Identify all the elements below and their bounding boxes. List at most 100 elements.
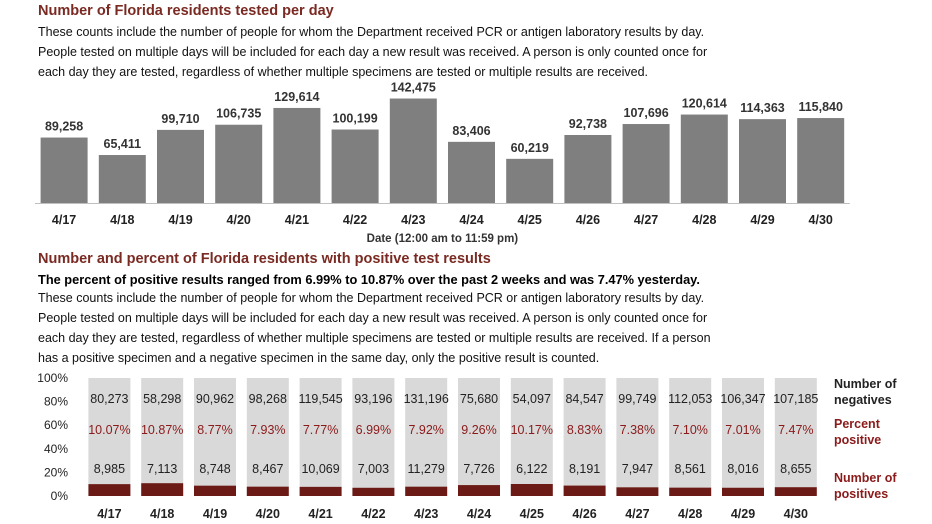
y-tick-label: 40% <box>44 442 68 456</box>
legend-label: Percent <box>834 417 881 431</box>
x-tick-label: 4/24 <box>467 507 491 521</box>
tested-bar <box>273 107 321 203</box>
tested-bar <box>157 129 204 203</box>
tested-bar <box>448 141 495 203</box>
y-tick-label: 80% <box>44 395 68 409</box>
x-tick-label: 4/21 <box>285 213 309 227</box>
positives-value-label: 8,655 <box>780 462 811 476</box>
negatives-segment <box>88 378 131 485</box>
x-tick-label: 4/28 <box>678 507 702 521</box>
legend-label: positive <box>834 433 881 447</box>
legend-label: Number of <box>834 471 897 485</box>
positivity-summary: The percent of positive results ranged f… <box>38 272 700 287</box>
x-tick-label: 4/23 <box>401 213 425 227</box>
x-tick-label: 4/27 <box>625 507 649 521</box>
positives-value-label: 11,279 <box>408 462 445 476</box>
negatives-segment <box>194 378 236 486</box>
tested-bar <box>389 98 437 203</box>
percent-positive-label: 6.99% <box>356 423 391 437</box>
positives-value-label: 7,947 <box>622 462 653 476</box>
legend-label: positives <box>834 487 888 501</box>
negatives-segment <box>774 378 817 488</box>
negatives-segment <box>563 378 606 486</box>
percent-positive-label: 7.93% <box>250 423 285 437</box>
legend-label: negatives <box>834 393 892 407</box>
tested-bar <box>331 129 379 203</box>
tested-value-label: 60,219 <box>511 141 549 155</box>
percent-positive-label: 7.92% <box>408 423 443 437</box>
negatives-value-label: 131,196 <box>404 392 449 406</box>
percent-positive-label: 7.01% <box>725 423 760 437</box>
positives-segment <box>88 484 131 496</box>
positives-segment <box>669 487 712 496</box>
tested-bar <box>680 114 728 203</box>
x-tick-label: 4/24 <box>459 213 483 227</box>
x-tick-label: 4/29 <box>750 213 774 227</box>
description-line: These counts include the number of peopl… <box>38 291 705 305</box>
tested-value-label: 115,840 <box>798 100 843 114</box>
positives-value-label: 8,467 <box>252 462 283 476</box>
positives-segment <box>563 485 606 496</box>
negatives-value-label: 84,547 <box>565 392 603 406</box>
tested-per-day-chart: 89,258 4/17 65,411 4/18 99,710 4/19 106,735 4/2… <box>35 81 850 245</box>
x-tick-label: 4/28 <box>692 213 716 227</box>
x-tick-label: 4/19 <box>168 213 192 227</box>
positives-segment <box>194 485 236 496</box>
tested-bar <box>506 158 554 203</box>
negatives-value-label: 99,749 <box>618 392 656 406</box>
description-line: People tested on multiple days will be i… <box>38 311 708 325</box>
tested-bar <box>98 155 146 203</box>
tested-bar <box>40 137 88 203</box>
legend-label: Number of <box>834 377 897 391</box>
negatives-segment <box>669 378 712 488</box>
tested-value-label: 92,738 <box>569 117 607 131</box>
x-tick-label: 4/26 <box>572 507 596 521</box>
x-tick-label: 4/20 <box>227 213 251 227</box>
tested-value-label: 106,735 <box>216 107 261 121</box>
positives-value-label: 8,191 <box>569 462 600 476</box>
positives-value-label: 8,985 <box>94 462 125 476</box>
positive-results-title: Number and percent of Florida residents … <box>38 251 491 267</box>
tested-value-label: 107,696 <box>624 106 669 120</box>
x-tick-label: 4/18 <box>110 213 134 227</box>
negatives-segment <box>141 378 184 484</box>
negatives-segment <box>616 378 659 488</box>
percent-positive-label: 10.07% <box>88 423 130 437</box>
tested-per-day-title: Number of Florida residents tested per d… <box>38 3 334 19</box>
positives-segment <box>405 486 448 496</box>
x-axis-label: Date (12:00 am to 11:59 pm) <box>367 233 519 245</box>
percent-positive-label: 7.38% <box>620 423 655 437</box>
negatives-segment <box>352 378 395 488</box>
x-tick-label: 4/18 <box>150 507 174 521</box>
positives-value-label: 7,113 <box>147 462 177 476</box>
x-tick-label: 4/17 <box>97 507 121 521</box>
y-tick-label: 0% <box>51 489 69 503</box>
negatives-value-label: 54,097 <box>513 392 551 406</box>
negatives-value-label: 80,273 <box>90 392 128 406</box>
positives-segment <box>352 487 395 496</box>
negatives-value-label: 119,545 <box>298 392 342 406</box>
tested-bar <box>622 124 670 203</box>
negatives-segment <box>246 378 289 487</box>
tested-value-label: 89,258 <box>45 120 83 134</box>
negatives-value-label: 75,680 <box>460 392 498 406</box>
negatives-segment <box>458 378 500 486</box>
positives-segment <box>299 486 342 496</box>
x-tick-label: 4/21 <box>308 507 332 521</box>
description-line: People tested on multiple days will be i… <box>38 45 708 59</box>
positives-segment <box>141 483 184 496</box>
x-tick-label: 4/17 <box>52 213 76 227</box>
tested-value-label: 100,199 <box>333 112 378 126</box>
positives-value-label: 7,726 <box>463 462 494 476</box>
positives-segment <box>722 487 764 496</box>
negatives-segment <box>405 378 448 487</box>
description-line: each day they are tested, regardless of … <box>38 65 649 79</box>
positives-value-label: 7,003 <box>358 462 389 476</box>
positives-value-label: 10,069 <box>301 462 339 476</box>
positives-value-label: 8,561 <box>675 462 706 476</box>
x-tick-label: 4/29 <box>731 507 755 521</box>
x-tick-label: 4/23 <box>414 507 438 521</box>
positives-value-label: 8,748 <box>199 462 230 476</box>
percent-positive-label: 10.87% <box>141 423 183 437</box>
description-line: each day they are tested, regardless of … <box>38 331 711 345</box>
